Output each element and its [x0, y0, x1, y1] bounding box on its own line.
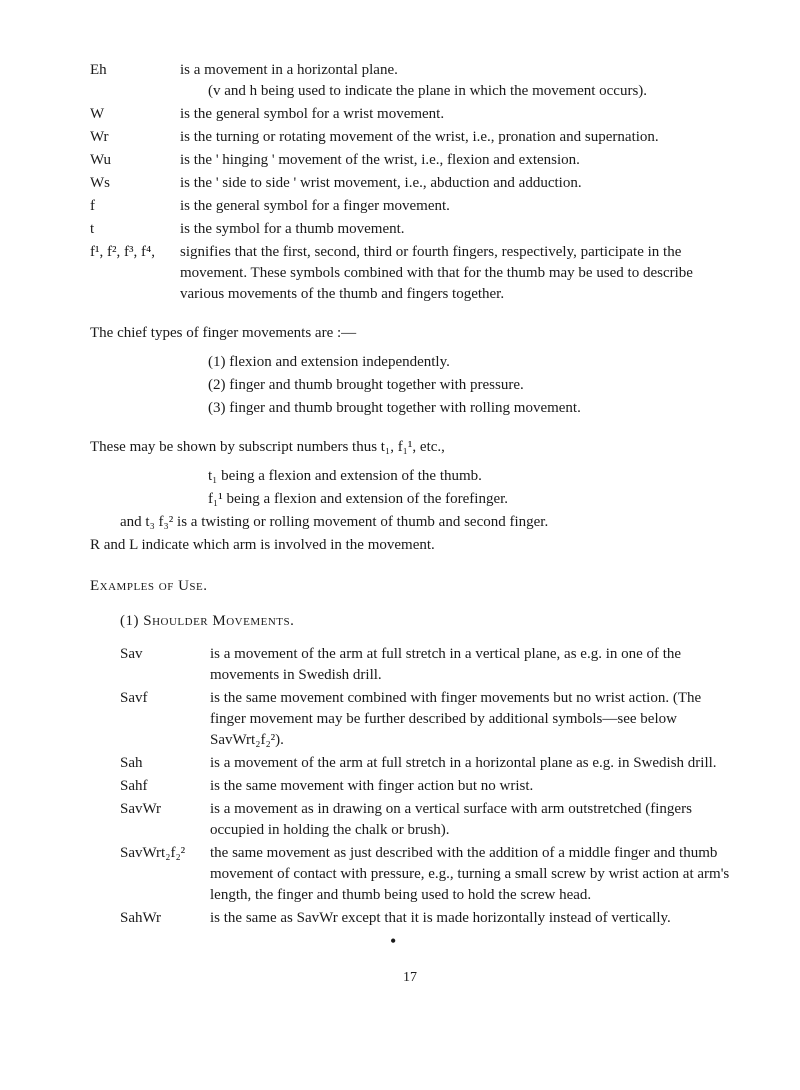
def-term: W	[90, 104, 180, 125]
example-row: SavWrt₂f₂² the same movement as just des…	[120, 843, 730, 906]
example-body: is a movement of the arm at full stretch…	[210, 753, 730, 774]
chief-list: (1) flexion and extension independently.…	[90, 352, 730, 419]
example-body: is the same as SavWr except that it is m…	[210, 908, 730, 954]
chief-intro: The chief types of finger movements are …	[90, 323, 730, 344]
def-row: f is the general symbol for a finger mov…	[90, 196, 730, 217]
example-row: Savf is the same movement combined with …	[120, 688, 730, 751]
def-body: is the turning or rotating movement of t…	[180, 127, 730, 148]
def-row: Wu is the ' hinging ' movement of the wr…	[90, 150, 730, 171]
def-body: is the general symbol for a finger movem…	[180, 196, 730, 217]
definitions-list: Eh is a movement in a horizontal plane. …	[90, 60, 730, 305]
def-term: f	[90, 196, 180, 217]
sub-line: f₁¹ being a flexion and extension of the…	[90, 489, 730, 510]
sub-line: t₁ being a flexion and extension of the …	[90, 466, 730, 487]
shoulder-title: (1) Shoulder Movements.	[120, 613, 294, 629]
and-text: and t₃ f₃² is a twisting or rolling move…	[120, 514, 548, 530]
def-body: is a movement in a horizontal plane. (v …	[180, 60, 730, 102]
example-term: SavWrt₂f₂²	[120, 843, 210, 906]
page-number: 17	[90, 968, 730, 988]
example-term: Savf	[120, 688, 210, 751]
def-body: is the general symbol for a wrist moveme…	[180, 104, 730, 125]
def-body: signifies that the first, second, third …	[180, 242, 730, 305]
bullet-icon: •	[390, 929, 396, 954]
def-cont: (v and h being used to indicate the plan…	[180, 81, 730, 102]
examples-list: Sav is a movement of the arm at full str…	[90, 644, 730, 954]
example-body: is a movement as in drawing on a vertica…	[210, 799, 730, 841]
these-may-line: These may be shown by subscript numbers …	[90, 437, 730, 458]
def-row: Wr is the turning or rotating movement o…	[90, 127, 730, 148]
and-line: and t₃ f₃² is a twisting or rolling move…	[90, 512, 730, 533]
def-term: Ws	[90, 173, 180, 194]
def-row: Eh is a movement in a horizontal plane. …	[90, 60, 730, 102]
chief-item: (1) flexion and extension independently.	[208, 352, 730, 373]
def-body: is the symbol for a thumb movement.	[180, 219, 730, 240]
example-term: Sahf	[120, 776, 210, 797]
example-body: is the same movement with finger action …	[210, 776, 730, 797]
def-term: t	[90, 219, 180, 240]
example-row: SavWr is a movement as in drawing on a v…	[120, 799, 730, 841]
examples-title: Examples of Use.	[90, 578, 208, 594]
example-body: is the same movement combined with finge…	[210, 688, 730, 751]
example-row: Sah is a movement of the arm at full str…	[120, 753, 730, 774]
example-row: Sahf is the same movement with finger ac…	[120, 776, 730, 797]
example-term: SavWr	[120, 799, 210, 841]
example-term: Sah	[120, 753, 210, 774]
def-body: is the ' side to side ' wrist movement, …	[180, 173, 730, 194]
chief-item: (2) finger and thumb brought together wi…	[208, 375, 730, 396]
example-term: Sav	[120, 644, 210, 686]
def-text: is a movement in a horizontal plane.	[180, 60, 730, 81]
shoulder-heading: (1) Shoulder Movements.	[120, 611, 730, 632]
example-text: is the same as SavWr except that it is m…	[210, 910, 671, 926]
r-and-l-line: R and L indicate which arm is involved i…	[90, 535, 730, 556]
def-term: Wu	[90, 150, 180, 171]
example-row: Sav is a movement of the arm at full str…	[120, 644, 730, 686]
def-row: t is the symbol for a thumb movement.	[90, 219, 730, 240]
example-body: the same movement as just described with…	[210, 843, 730, 906]
def-row: Ws is the ' side to side ' wrist movemen…	[90, 173, 730, 194]
def-row: f¹, f², f³, f⁴, signifies that the first…	[90, 242, 730, 305]
example-body: is a movement of the arm at full stretch…	[210, 644, 730, 686]
example-term: SahWr	[120, 908, 210, 954]
def-body: is the ' hinging ' movement of the wrist…	[180, 150, 730, 171]
def-term: Wr	[90, 127, 180, 148]
def-row: W is the general symbol for a wrist move…	[90, 104, 730, 125]
def-term: f¹, f², f³, f⁴,	[90, 242, 180, 305]
chief-item: (3) finger and thumb brought together wi…	[208, 398, 730, 419]
def-term: Eh	[90, 60, 180, 102]
example-row: SahWr is the same as SavWr except that i…	[120, 908, 730, 954]
examples-heading: Examples of Use.	[90, 576, 730, 597]
